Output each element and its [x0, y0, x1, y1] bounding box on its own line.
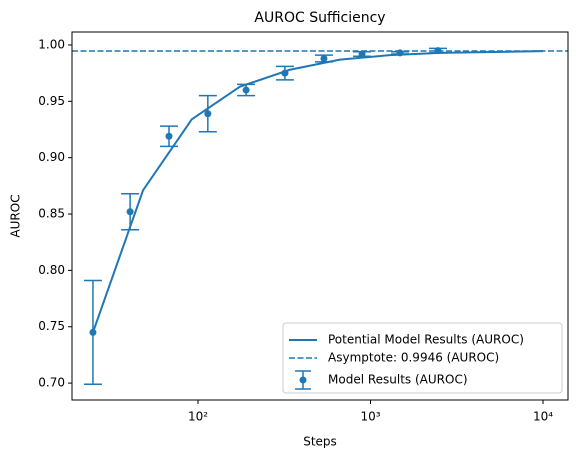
data-point: [396, 49, 404, 57]
y-axis-label: AUROC: [9, 194, 23, 237]
x-tick-label: 10²: [188, 410, 208, 424]
chart-title: AUROC Sufficiency: [254, 10, 385, 26]
legend-label: Potential Model Results (AUROC): [328, 333, 524, 347]
legend-box: [282, 322, 563, 394]
y-tick-label: 0.95: [38, 94, 65, 108]
data-point: [126, 208, 134, 216]
y-tick-label: 0.75: [38, 319, 65, 333]
y-tick-label: 0.85: [38, 207, 65, 221]
data-point: [89, 328, 97, 336]
legend-label: Asymptote: 0.9946 (AUROC): [328, 351, 499, 365]
x-tick-label: 10³: [360, 410, 380, 424]
x-axis-label: Steps: [303, 435, 337, 449]
legend-label: Model Results (AUROC): [328, 373, 468, 387]
y-tick-label: 0.90: [38, 150, 65, 164]
line-series: [92, 50, 544, 333]
x-tick-label: 10⁴: [533, 410, 553, 424]
data-point: [204, 110, 212, 118]
plot-frame: [71, 31, 569, 401]
y-tick-label: 1.00: [38, 37, 65, 51]
data-point: [281, 69, 289, 77]
data-point: [320, 54, 328, 62]
y-tick-label: 0.80: [38, 263, 65, 277]
legend-swatch: [299, 376, 307, 384]
y-tick-label: 0.70: [38, 376, 65, 390]
data-point: [165, 132, 173, 140]
data-point: [358, 50, 366, 58]
data-point: [242, 86, 250, 94]
data-point: [434, 47, 442, 55]
